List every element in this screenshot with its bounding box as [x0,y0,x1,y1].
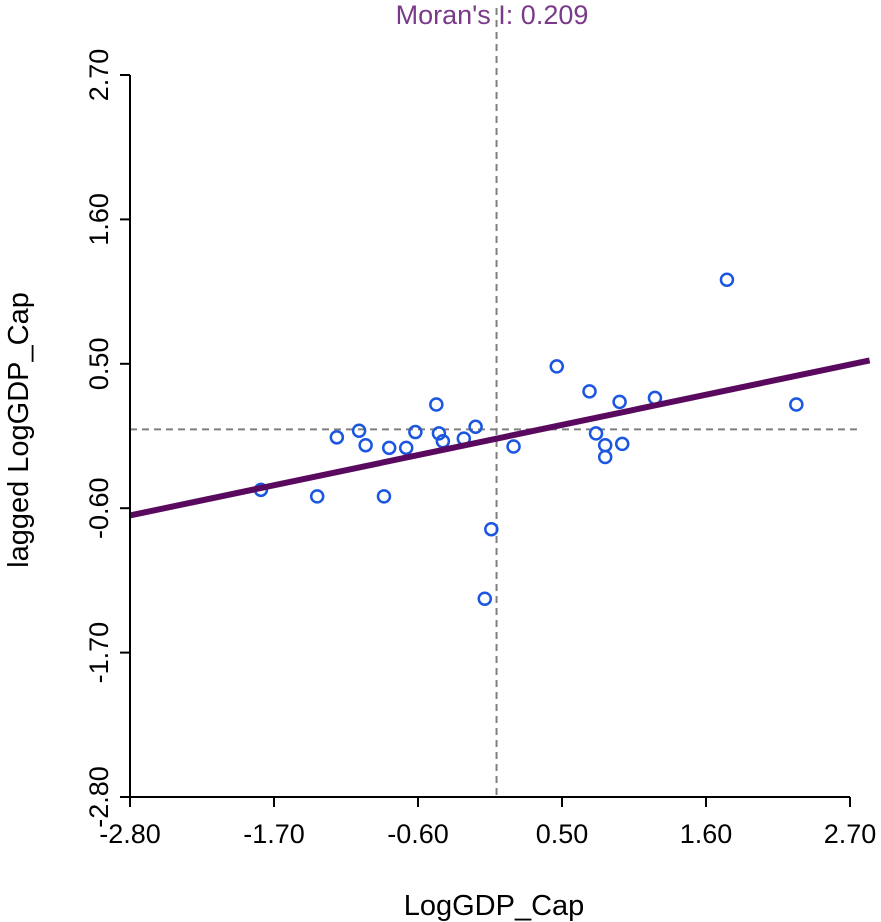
y-tick-label: -1.70 [84,622,114,684]
data-point [719,272,735,288]
x-tick-label: 2.70 [824,819,877,849]
data-point [376,489,392,504]
data-point [582,384,597,399]
data-point [612,394,627,410]
data-point [408,424,423,440]
x-tick-label: 1.60 [680,819,733,849]
data-point [468,419,483,435]
data-point [477,591,493,607]
data-point [381,440,397,456]
data-point [309,489,325,504]
reference-lines [130,8,862,797]
y-tick-label: 0.50 [84,338,114,391]
chart-title: Moran's I: 0.209 [396,0,589,30]
points [253,272,804,607]
data-point [597,449,613,465]
data-point [358,437,373,453]
x-tick-label: -2.80 [99,819,161,849]
x-tick-label: -0.60 [387,819,449,849]
data-point [614,436,630,452]
x-ticks: -2.80 -1.70 -0.60 0.50 1.60 2.70 [99,797,876,849]
data-point [588,426,604,441]
data-point [484,521,499,537]
y-tick-label: -2.80 [84,766,114,828]
data-point [597,437,613,453]
x-tick-label: 0.50 [536,819,589,849]
data-point [431,426,447,441]
x-tick-label: -1.70 [243,819,305,849]
data-point [789,397,804,412]
x-axis-label: LogGDP_Cap [404,890,585,922]
regression-line [129,357,871,519]
data-point [549,359,565,374]
y-axis-label: lagged LogGDP_Cap [3,292,35,568]
y-ticks: -2.80 -1.70 -0.60 0.50 1.60 2.70 [84,49,130,828]
y-tick-label: 1.60 [84,193,114,246]
data-point [429,397,444,412]
y-tick-label: 2.70 [84,49,114,102]
axes [129,75,850,798]
regression-line-group [129,357,871,519]
data-point [351,423,367,438]
data-point [506,439,521,454]
data-point [398,440,414,456]
data-point [329,430,345,445]
y-tick-label: -0.60 [84,477,114,539]
